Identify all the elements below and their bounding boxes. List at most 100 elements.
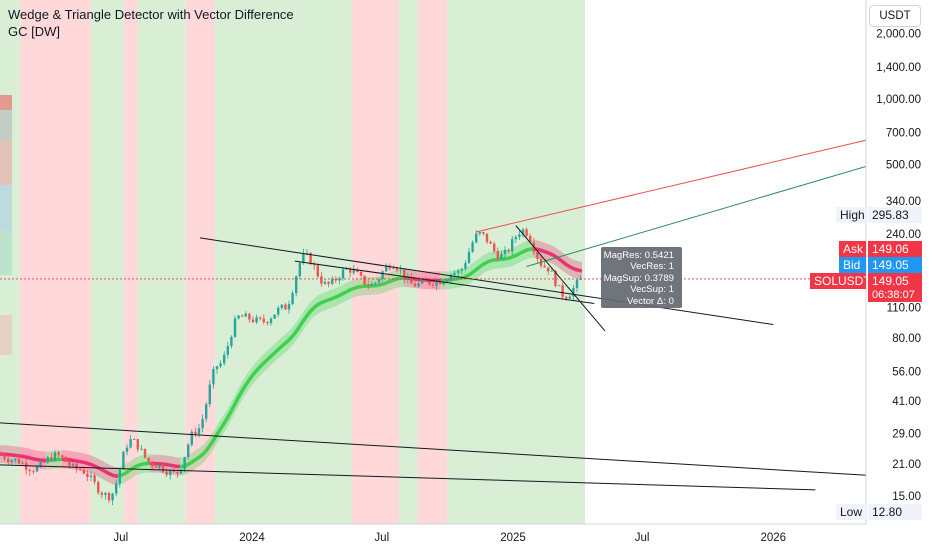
candle-body xyxy=(359,271,363,276)
candle-body xyxy=(457,270,460,273)
regime-bear-1 xyxy=(20,0,91,524)
candle-113 xyxy=(406,273,409,283)
candle-body xyxy=(295,276,298,294)
candle-39 xyxy=(140,444,143,451)
candle-130 xyxy=(467,247,471,264)
candle-body xyxy=(381,271,384,280)
candle-94 xyxy=(338,276,341,285)
candle-7 xyxy=(25,458,28,475)
tooltip-line-vector-delta: Vector Δ: 0 xyxy=(627,295,674,307)
price-tick-label: 340.00 xyxy=(886,196,921,208)
candle-80 xyxy=(287,300,291,314)
candle-body xyxy=(169,470,172,475)
candle-1 xyxy=(3,452,6,462)
candle-body xyxy=(514,236,517,240)
candle-body xyxy=(269,318,273,324)
lower-channel-bottom-line xyxy=(0,464,816,491)
candle-17 xyxy=(61,454,64,459)
candle-body xyxy=(266,321,269,324)
candle-body xyxy=(158,465,161,468)
candle-body xyxy=(230,336,233,347)
candle-body xyxy=(50,457,53,461)
candle-body xyxy=(136,439,139,450)
ma-band-4 xyxy=(118,454,150,486)
candle-125 xyxy=(449,273,453,284)
price-tick-label: 56.00 xyxy=(892,366,921,378)
candle-body xyxy=(374,282,377,284)
candle-body xyxy=(122,451,125,470)
currency-selector[interactable]: USDT xyxy=(869,5,921,27)
candle-body xyxy=(575,279,579,289)
ask-value: 149.06 xyxy=(868,241,922,257)
candle-34 xyxy=(122,450,125,470)
left-marker-2 xyxy=(0,140,12,185)
candle-body xyxy=(280,304,283,308)
candle-35 xyxy=(125,444,129,456)
candle-body xyxy=(133,439,136,440)
candle-body xyxy=(377,279,381,283)
candle-body xyxy=(392,268,395,270)
candle-body xyxy=(273,314,276,319)
candle-141 xyxy=(507,248,510,254)
candle-body xyxy=(302,253,305,264)
price-tick-label: 15.00 xyxy=(892,491,921,503)
candle-body xyxy=(190,431,193,445)
candle-50 xyxy=(179,469,183,475)
candle-102 xyxy=(367,280,370,290)
candle-159 xyxy=(572,284,575,300)
candle-body xyxy=(111,493,114,501)
candle-body xyxy=(395,268,399,271)
candle-105 xyxy=(377,277,381,285)
candle-2 xyxy=(7,454,10,466)
candle-158 xyxy=(568,294,571,299)
candle-body xyxy=(176,471,179,474)
candle-62 xyxy=(223,351,226,366)
candle-71 xyxy=(255,314,258,324)
candle-body xyxy=(107,492,111,501)
candle-120 xyxy=(431,283,435,288)
candle-59 xyxy=(212,366,215,389)
candle-52 xyxy=(187,443,190,460)
regime-bull-4 xyxy=(137,0,186,524)
candle-body xyxy=(104,492,107,495)
symbol-label: SOLUSDT xyxy=(810,273,871,289)
candle-body xyxy=(201,418,204,429)
wedge-upper-line xyxy=(199,237,774,326)
candle-body xyxy=(129,439,132,448)
price-tick-label: 21.00 xyxy=(892,459,921,471)
candle-25 xyxy=(89,471,93,482)
candle-144 xyxy=(518,230,521,240)
candle-134 xyxy=(482,231,485,236)
candle-95 xyxy=(341,267,345,281)
candle-body xyxy=(446,279,449,282)
candle-135 xyxy=(485,233,489,244)
candle-149 xyxy=(536,250,539,264)
bar-countdown: 06:38:07 xyxy=(868,288,922,302)
candle-body xyxy=(410,277,413,284)
candle-143 xyxy=(514,235,517,243)
candle-body xyxy=(223,354,226,364)
candle-27 xyxy=(97,480,100,495)
candle-114 xyxy=(410,272,413,284)
candle-body xyxy=(161,465,165,472)
candle-151 xyxy=(543,261,546,268)
time-tick-label: 2025 xyxy=(500,532,526,544)
low-label: Low xyxy=(836,504,866,520)
candle-body xyxy=(572,288,575,297)
candle-body xyxy=(100,492,103,495)
candle-body xyxy=(3,454,6,459)
candle-body xyxy=(453,272,456,275)
candle-4 xyxy=(14,458,17,463)
candle-body xyxy=(449,274,453,280)
left-marker-0 xyxy=(0,95,12,110)
candle-body xyxy=(388,265,391,269)
candle-37 xyxy=(133,438,136,440)
candle-33 xyxy=(118,469,121,488)
candle-body xyxy=(413,283,417,287)
candle-body xyxy=(511,239,514,252)
candle-100 xyxy=(359,270,363,277)
candle-88 xyxy=(316,263,319,278)
tooltip-line-magres: MagRes: 0.5421 xyxy=(603,250,674,261)
left-marker-5 xyxy=(0,315,12,355)
